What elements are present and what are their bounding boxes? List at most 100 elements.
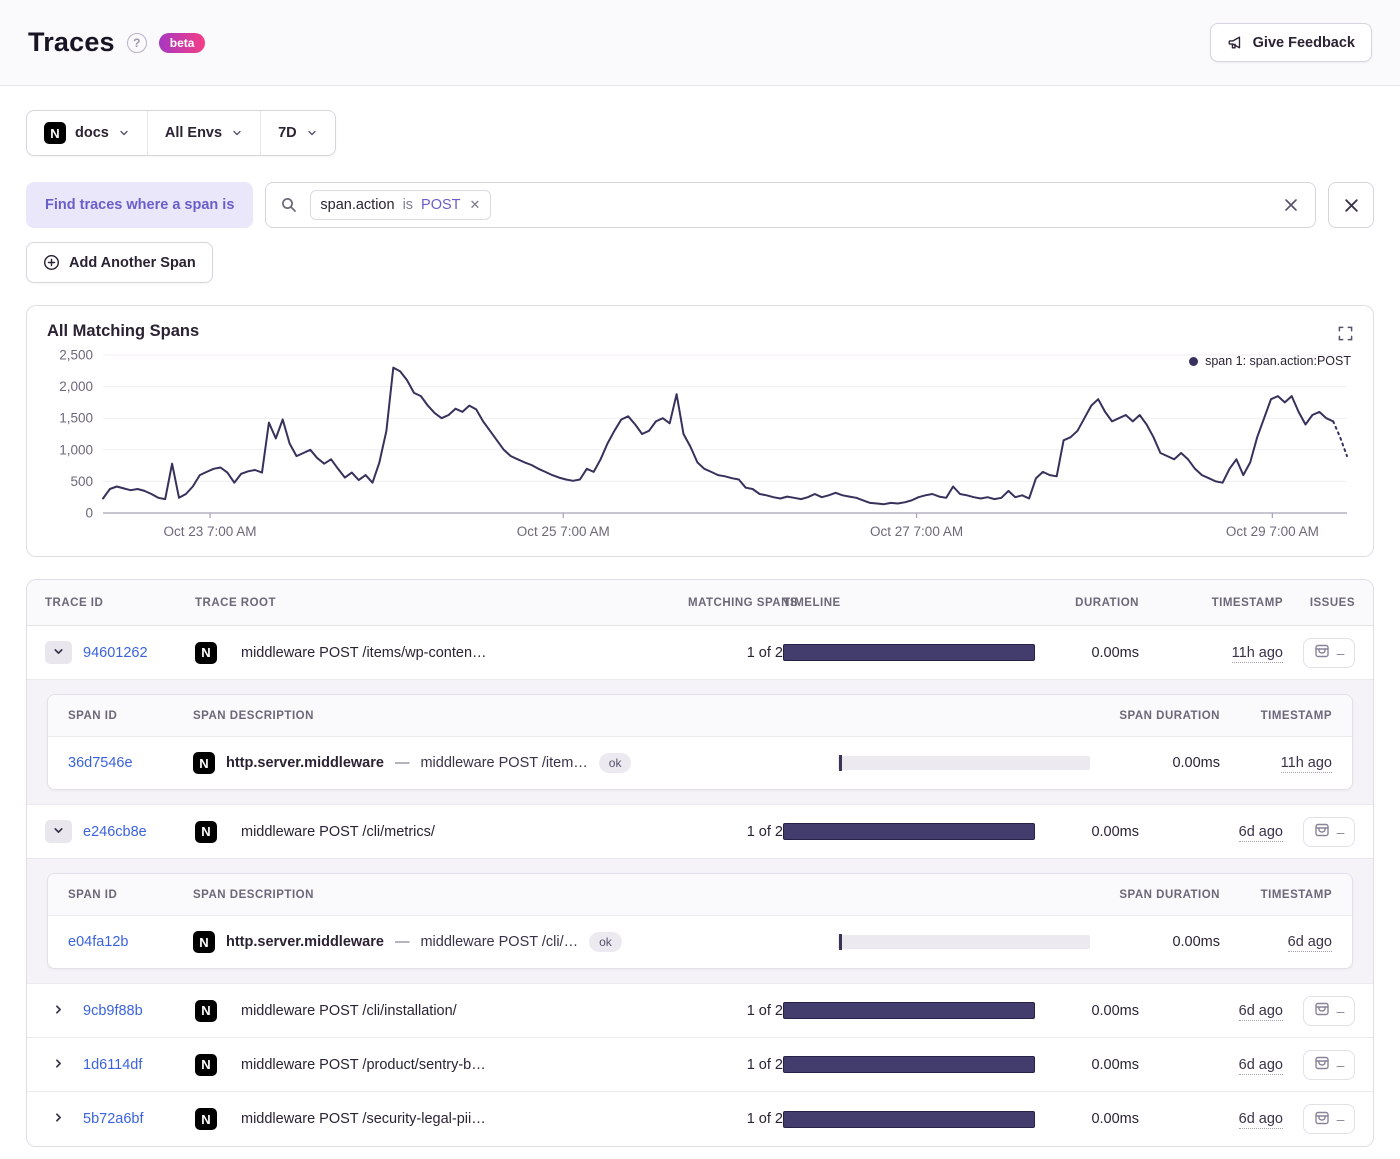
col-duration: DURATION <box>1075 596 1139 609</box>
add-another-span-label: Add Another Span <box>69 254 196 271</box>
filter-token-key: span.action <box>320 197 395 213</box>
timestamp-value: 6d ago <box>1238 823 1283 842</box>
timestamp-value: 6d ago <box>1238 1002 1283 1021</box>
timestamp-value: 11h ago <box>1231 644 1283 663</box>
issues-button[interactable]: – <box>1303 1049 1355 1080</box>
trace-id-link[interactable]: 1d6114df <box>83 1056 143 1073</box>
issues-tray-icon <box>1314 1110 1330 1129</box>
search-input[interactable] <box>503 195 1269 215</box>
span-timestamp-value: 6d ago <box>1287 934 1332 952</box>
issues-button[interactable]: – <box>1303 816 1355 847</box>
span-timestamp-cell: 6d ago <box>1220 933 1332 952</box>
trace-id-link[interactable]: 5b72a6bf <box>83 1111 144 1127</box>
span-description: middleware POST /cli/… <box>420 934 579 950</box>
span-id-link[interactable]: 36d7546e <box>68 755 133 771</box>
collapse-row-button[interactable] <box>45 820 72 843</box>
remove-token-icon[interactable]: ✕ <box>469 197 481 212</box>
trace-id-link[interactable]: e246cb8e <box>83 823 147 840</box>
remove-query-button[interactable] <box>1328 182 1374 228</box>
issues-cell: – <box>1283 637 1355 668</box>
timestamp-cell: 6d ago <box>1139 823 1283 842</box>
trace-root-label: middleware POST /product/sentry-b… <box>241 1056 486 1073</box>
issues-button[interactable]: – <box>1303 1104 1355 1134</box>
timeline-cell <box>783 823 1035 840</box>
chevron-right-icon <box>52 1111 65 1127</box>
filter-token-span-action[interactable]: span.action is POST ✕ <box>310 190 492 220</box>
timestamp-cell: 6d ago <box>1139 1002 1283 1021</box>
date-range-filter[interactable]: 7D <box>260 111 335 155</box>
search-icon <box>280 196 298 214</box>
span-timestamp-value: 11h ago <box>1280 755 1332 773</box>
issues-count-empty: – <box>1336 1002 1345 1019</box>
x-axis-tick-label: Oct 29 7:00 AM <box>1226 524 1319 539</box>
trace-timeline-bar <box>783 823 1035 840</box>
fullscreen-icon[interactable] <box>1334 322 1357 348</box>
issues-button[interactable]: – <box>1303 995 1355 1026</box>
timestamp-value: 6d ago <box>1238 1056 1283 1075</box>
chart-title: All Matching Spans <box>47 322 200 340</box>
col-trace-id: TRACE ID <box>45 596 104 609</box>
issues-tray-icon <box>1314 1001 1330 1020</box>
give-feedback-button[interactable]: Give Feedback <box>1209 23 1372 62</box>
clear-search-icon[interactable] <box>1281 195 1301 215</box>
add-another-span-button[interactable]: Add Another Span <box>26 242 213 283</box>
expand-row-button[interactable] <box>45 999 72 1022</box>
x-axis-tick-label: Oct 23 7:00 AM <box>163 524 256 539</box>
project-filter-label: docs <box>75 125 109 141</box>
span-timeline-track <box>838 755 1090 771</box>
project-filter[interactable]: N docs <box>27 111 147 155</box>
matching-spans-value: 1 of 2 <box>746 823 783 840</box>
trace-id-link[interactable]: 94601262 <box>83 644 148 661</box>
expand-row-button[interactable] <box>45 1053 72 1076</box>
issues-tray-icon <box>1314 1055 1330 1074</box>
nextjs-project-icon: N <box>195 1053 217 1076</box>
trace-id-cell: 94601262 <box>45 641 195 664</box>
nextjs-project-icon: N <box>195 999 217 1022</box>
span-subtable: SPAN ID SPAN DESCRIPTION SPAN DURATION TIME… <box>47 873 1353 969</box>
issues-button[interactable]: – <box>1303 637 1355 668</box>
trace-root-label: middleware POST /items/wp-conten… <box>241 644 487 661</box>
span-operation: http.server.middleware <box>226 755 384 771</box>
span-duration-value: 0.00ms <box>1172 934 1220 950</box>
separator: — <box>394 934 410 950</box>
duration-value: 0.00ms <box>1091 1111 1139 1127</box>
issues-tray-icon <box>1314 822 1330 841</box>
collapse-row-button[interactable] <box>45 641 72 664</box>
nextjs-project-icon: N <box>44 122 66 144</box>
y-axis-tick-label: 1,000 <box>59 442 93 457</box>
trace-timeline-bar <box>783 1056 1035 1073</box>
col-matching-spans: MATCHING SPANS <box>688 596 799 609</box>
nextjs-project-icon: N <box>195 641 217 664</box>
duration-value: 0.00ms <box>1091 1002 1139 1019</box>
span-subtable: SPAN ID SPAN DESCRIPTION SPAN DURATION TIME… <box>47 694 1353 790</box>
span-description: middleware POST /item… <box>420 755 588 771</box>
timeline-cell <box>783 1056 1035 1073</box>
span-id-link[interactable]: e04fa12b <box>68 934 129 950</box>
span-search-bar[interactable]: span.action is POST ✕ <box>265 182 1316 228</box>
legend-label: span 1: span.action:POST <box>1205 354 1351 368</box>
help-icon[interactable]: ? <box>126 32 147 53</box>
trace-root-label: middleware POST /cli/metrics/ <box>241 823 435 840</box>
page-header: Traces ? beta Give Feedback <box>0 0 1400 86</box>
chart-line-series-incomplete <box>1332 420 1348 458</box>
span-subpanel: SPAN ID SPAN DESCRIPTION SPAN DURATION TIME… <box>27 680 1373 805</box>
x-axis-tick-label: Oct 25 7:00 AM <box>517 524 610 539</box>
chevron-down-icon <box>52 824 65 840</box>
span-operation: http.server.middleware <box>226 934 384 950</box>
col-span-duration: SPAN DURATION <box>1119 709 1220 722</box>
trace-id-cell: 1d6114df <box>45 1053 195 1076</box>
span-subtable-header: SPAN ID SPAN DESCRIPTION SPAN DURATION TIME… <box>48 695 1352 737</box>
trace-id-link[interactable]: 9cb9f88b <box>83 1002 143 1019</box>
col-span-timestamp: TIMESTAMP <box>1260 709 1332 722</box>
trace-root-label: middleware POST /security-legal-pii… <box>241 1111 486 1127</box>
environment-filter[interactable]: All Envs <box>146 111 260 155</box>
y-axis-tick-label: 2,500 <box>59 348 93 363</box>
col-span-description: SPAN DESCRIPTION <box>193 888 314 901</box>
expand-row-button[interactable] <box>45 1108 72 1131</box>
